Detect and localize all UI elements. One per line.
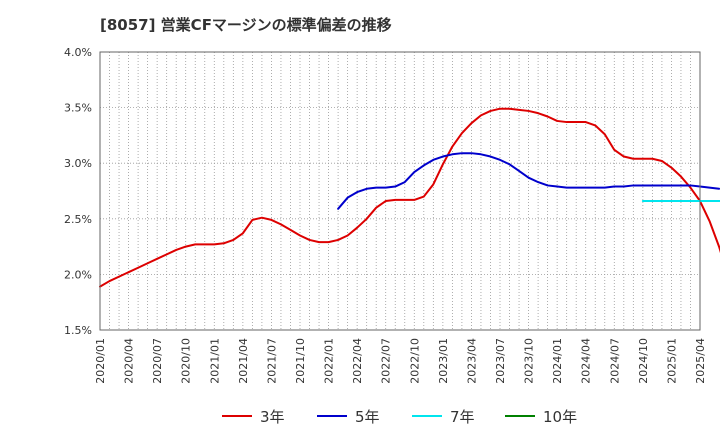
- x-tick-label: 2023/04: [465, 338, 478, 384]
- x-tick-label: 2020/07: [151, 338, 164, 384]
- x-tick-labels: 2020/01 2020/04 2020/07 2020/10 2021/01 2021/…: [94, 338, 707, 384]
- legend-swatch: [412, 415, 442, 417]
- y-tick-label: 4.0%: [64, 46, 92, 59]
- x-tick-label: 2020/01: [94, 338, 107, 384]
- x-tick-label: 2022/07: [380, 338, 393, 384]
- legend-swatch: [505, 415, 535, 417]
- x-tick-label: 2021/10: [294, 338, 307, 384]
- legend-item: 7年: [412, 402, 475, 430]
- x-tick-label: 2022/01: [323, 338, 336, 384]
- x-tick-label: 2023/07: [494, 338, 507, 384]
- legend-item: 10年: [505, 402, 577, 430]
- legend-label: 10年: [543, 407, 578, 426]
- x-tick-label: 2022/04: [351, 338, 364, 384]
- legend-label: 5年: [355, 407, 380, 426]
- legend-swatch: [317, 415, 347, 417]
- chart-title: [8057] 営業CFマージンの標準偏差の推移: [100, 16, 392, 34]
- x-tick-label: 2025/04: [694, 338, 707, 384]
- y-tick-label: 3.5%: [64, 102, 92, 115]
- legend-label: 7年: [450, 407, 475, 426]
- y-tick-label: 2.5%: [64, 213, 92, 226]
- x-tick-label: 2021/04: [237, 338, 250, 384]
- legend-item: 3年: [222, 402, 285, 430]
- grid-lines: [99, 51, 701, 331]
- x-tick-label: 2020/10: [180, 338, 193, 384]
- legend-label: 3年: [260, 407, 285, 426]
- x-tick-label: 2020/04: [123, 338, 136, 384]
- x-tick-label: 2021/07: [265, 338, 278, 384]
- chart-plot: 1.5%2.0%2.5%3.0%3.5%4.0% 2020/01 2020/04 2…: [64, 46, 720, 384]
- y-tick-label: 2.0%: [64, 268, 92, 281]
- x-tick-label: 2024/01: [551, 338, 564, 384]
- series-line-3年: [99, 107, 720, 288]
- x-tick-label: 2022/10: [408, 338, 421, 384]
- x-tick-label: 2025/01: [665, 338, 678, 384]
- series-lines: [99, 107, 720, 288]
- y-tick-label: 1.5%: [64, 324, 92, 337]
- series-line-7年: [641, 200, 720, 203]
- y-tick-label: 3.0%: [64, 157, 92, 170]
- legend: 3年 5年 7年 10年: [0, 402, 720, 430]
- x-tick-label: 2023/10: [523, 338, 536, 384]
- plot-frame: [99, 51, 701, 331]
- x-tick-label: 2023/01: [437, 338, 450, 384]
- legend-swatch: [222, 415, 252, 417]
- y-tick-labels: 1.5% 2.0% 2.5% 3.0% 3.5% 4.0%: [64, 46, 92, 337]
- x-tick-label: 2024/07: [608, 338, 621, 384]
- x-tick-label: 2021/01: [208, 338, 221, 384]
- legend-item: 5年: [317, 402, 380, 430]
- x-tick-label: 2024/10: [637, 338, 650, 384]
- x-tick-label: 2024/04: [580, 338, 593, 384]
